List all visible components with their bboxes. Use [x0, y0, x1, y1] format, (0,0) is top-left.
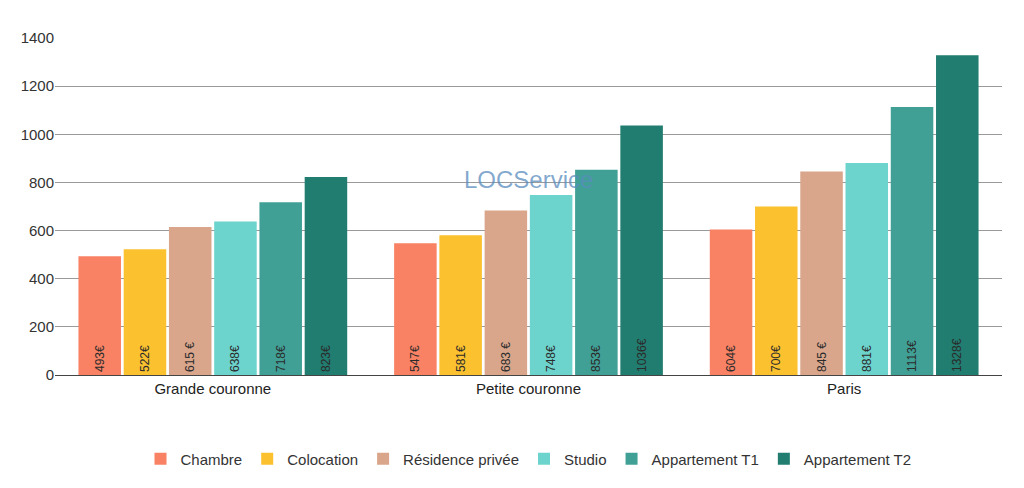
svg-text:1113€: 1113€ [905, 340, 919, 372]
svg-text:493€: 493€ [93, 345, 107, 372]
svg-text:Appartement T1: Appartement T1 [652, 451, 759, 468]
svg-text:Appartement T2: Appartement T2 [804, 451, 911, 468]
svg-text:1400: 1400 [21, 29, 54, 46]
svg-text:1200: 1200 [21, 77, 54, 94]
svg-text:718€: 718€ [274, 345, 288, 372]
svg-text:1328€: 1328€ [950, 338, 964, 372]
svg-text:748€: 748€ [544, 345, 558, 372]
svg-text:Studio: Studio [564, 451, 607, 468]
svg-text:683 €: 683 € [499, 342, 513, 372]
svg-text:547€: 547€ [408, 345, 422, 372]
svg-text:0: 0 [46, 366, 54, 383]
svg-text:604€: 604€ [724, 345, 738, 372]
svg-text:823€: 823€ [319, 345, 333, 372]
svg-text:600: 600 [29, 222, 54, 239]
svg-text:Chambre: Chambre [181, 451, 243, 468]
svg-text:Colocation: Colocation [287, 451, 358, 468]
svg-text:881€: 881€ [860, 345, 874, 372]
svg-text:1036€: 1036€ [635, 338, 649, 372]
svg-text:LOCService: LOCService [464, 166, 593, 193]
svg-text:581€: 581€ [454, 345, 468, 372]
svg-text:Grande couronne: Grande couronne [154, 380, 271, 397]
svg-text:845 €: 845 € [815, 342, 829, 372]
svg-text:Petite couronne: Petite couronne [476, 380, 581, 397]
svg-text:638€: 638€ [228, 345, 242, 372]
svg-text:400: 400 [29, 270, 54, 287]
svg-text:1000: 1000 [21, 126, 54, 143]
svg-text:853€: 853€ [589, 345, 603, 372]
svg-text:200: 200 [29, 318, 54, 335]
svg-text:522€: 522€ [138, 345, 152, 372]
svg-text:Résidence privée: Résidence privée [403, 451, 519, 468]
svg-text:800: 800 [29, 174, 54, 191]
svg-text:Paris: Paris [827, 380, 861, 397]
svg-text:615 €: 615 € [183, 342, 197, 372]
svg-text:700€: 700€ [769, 345, 783, 372]
